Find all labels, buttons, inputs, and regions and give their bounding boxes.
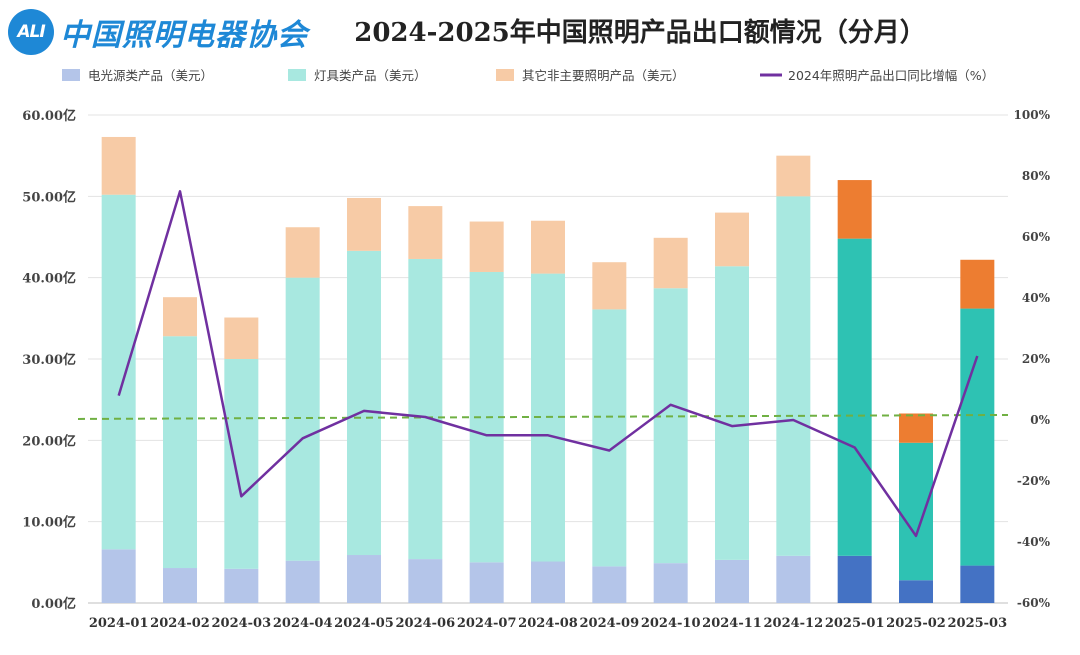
bar-segment-s1-2025-03: [960, 308, 995, 566]
bar-segment-s1-2024-02: [163, 336, 197, 569]
bar-segment-s0-2024-11: [715, 559, 749, 603]
logo-org-name: 中国照明电器协会: [60, 18, 308, 53]
bar-segment-s0-2024-10: [653, 563, 688, 603]
bar-segment-s1-2025-01: [837, 238, 872, 556]
x-tick-label: 2024-08: [518, 616, 578, 631]
bar-segment-s2-2024-01: [101, 136, 136, 195]
y-tick-label: 0.00亿: [31, 596, 76, 612]
bar-segment-s0-2024-07: [469, 562, 504, 603]
bar-segment-s2-2024-02: [163, 297, 197, 337]
legend-label-3: 2024年照明产品出口同比增幅（%）: [788, 68, 994, 83]
x-tick-label: 2024-07: [457, 616, 517, 631]
y2-tick-label: 60%: [1022, 230, 1051, 244]
bar-segment-s1-2024-12: [776, 196, 811, 556]
legend-swatch-1: [288, 69, 306, 81]
legend-swatch-2: [496, 69, 514, 81]
legend-swatch-0: [62, 69, 80, 81]
x-tick-label: 2024-05: [334, 616, 394, 631]
bar-segment-s1-2024-11: [715, 266, 749, 560]
bar-segment-s0-2024-02: [163, 568, 197, 603]
bar-segment-s2-2024-08: [531, 220, 565, 274]
bar-segment-s1-2025-02: [899, 442, 933, 581]
y2-tick-label: 40%: [1022, 291, 1051, 305]
bar-segment-s0-2024-09: [592, 566, 627, 603]
y2-tick-label: 0%: [1030, 413, 1050, 427]
x-tick-label: 2024-02: [150, 616, 210, 631]
bar-segment-s2-2024-04: [285, 227, 320, 278]
x-tick-label: 2024-12: [763, 616, 823, 631]
bar-segment-s2-2025-02: [899, 413, 933, 443]
y-tick-label: 40.00亿: [22, 271, 76, 287]
y-tick-label: 20.00亿: [22, 433, 76, 449]
bar-segment-s2-2024-06: [408, 206, 443, 259]
legend-label-0: 电光源类产品（美元）: [88, 68, 213, 83]
bar-segment-s0-2024-06: [408, 559, 443, 603]
bar-segment-s0-2024-03: [224, 568, 259, 603]
y2-tick-label: 20%: [1022, 352, 1051, 366]
x-tick-label: 2024-04: [273, 616, 333, 631]
x-tick-label: 2024-09: [579, 616, 639, 631]
chart-title: 2024-2025年中国照明产品出口额情况（分月）: [354, 18, 926, 48]
y2-tick-label: 100%: [1014, 108, 1051, 122]
bar-segment-s1-2024-05: [347, 250, 381, 556]
y2-tick-label: -40%: [1017, 535, 1051, 549]
bar-segment-s2-2024-09: [592, 262, 627, 310]
x-tick-label: 2024-01: [89, 616, 149, 631]
bar-segment-s0-2024-04: [285, 560, 320, 603]
bar-segment-s1-2024-03: [224, 359, 259, 569]
y-tick-label: 50.00亿: [22, 189, 76, 205]
legend-label-1: 灯具类产品（美元）: [314, 68, 427, 83]
bar-segment-s2-2025-01: [837, 180, 872, 239]
x-tick-label: 2025-02: [886, 616, 946, 631]
x-tick-label: 2024-03: [211, 616, 271, 631]
bar-segment-s2-2024-12: [776, 155, 811, 197]
bar-segment-s2-2025-03: [960, 259, 995, 309]
x-tick-label: 2024-11: [702, 616, 762, 631]
x-tick-label: 2025-03: [947, 616, 1007, 631]
y-tick-label: 60.00亿: [22, 108, 76, 124]
bar-segment-s0-2024-08: [531, 561, 565, 603]
y-tick-label: 30.00亿: [22, 352, 76, 368]
bar-segment-s2-2024-05: [347, 197, 381, 251]
y2-tick-label: -60%: [1017, 596, 1051, 610]
x-tick-label: 2025-01: [825, 616, 885, 631]
y2-tick-label: -20%: [1017, 474, 1051, 488]
growth-rate-line: [117, 190, 979, 538]
y2-tick-label: 80%: [1022, 169, 1051, 183]
bar-segment-s0-2025-02: [899, 580, 933, 603]
logo-badge: ALI: [8, 9, 54, 55]
bar-segment-s0-2025-03: [960, 565, 995, 603]
bar-segment-s1-2024-09: [592, 309, 627, 567]
bar-segment-s0-2024-05: [347, 555, 381, 603]
x-tick-label: 2024-06: [395, 616, 455, 631]
bar-segment-s1-2024-06: [408, 258, 443, 560]
logo: ALI 中国照明电器协会: [8, 8, 308, 56]
bar-segment-s0-2024-12: [776, 555, 811, 603]
bar-segment-s2-2024-10: [653, 237, 688, 289]
bar-segment-s0-2024-01: [101, 549, 136, 603]
x-tick-label: 2024-10: [641, 616, 701, 631]
bar-segment-s1-2024-04: [285, 277, 320, 561]
y-tick-label: 10.00亿: [22, 515, 76, 531]
bar-segment-s2-2024-11: [715, 212, 749, 267]
bar-segment-s0-2025-01: [837, 555, 872, 603]
bar-segment-s2-2024-07: [469, 221, 504, 272]
legend-label-2: 其它非主要照明产品（美元）: [522, 68, 685, 83]
bar-segment-s1-2024-10: [653, 288, 688, 564]
bar-segment-s1-2024-01: [101, 194, 136, 550]
bar-segment-s2-2024-03: [224, 317, 259, 359]
